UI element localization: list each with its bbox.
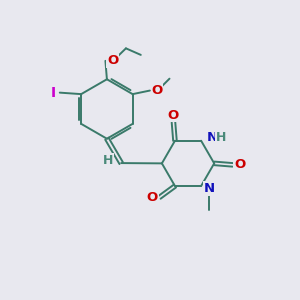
Text: I: I: [51, 85, 56, 100]
Text: O: O: [168, 109, 179, 122]
Text: O: O: [234, 158, 245, 171]
Text: O: O: [107, 54, 118, 67]
Text: N: N: [204, 182, 215, 195]
Text: H: H: [103, 154, 113, 167]
Text: O: O: [152, 84, 163, 97]
Text: H: H: [216, 131, 226, 144]
Text: O: O: [147, 191, 158, 204]
Text: N: N: [207, 131, 218, 144]
